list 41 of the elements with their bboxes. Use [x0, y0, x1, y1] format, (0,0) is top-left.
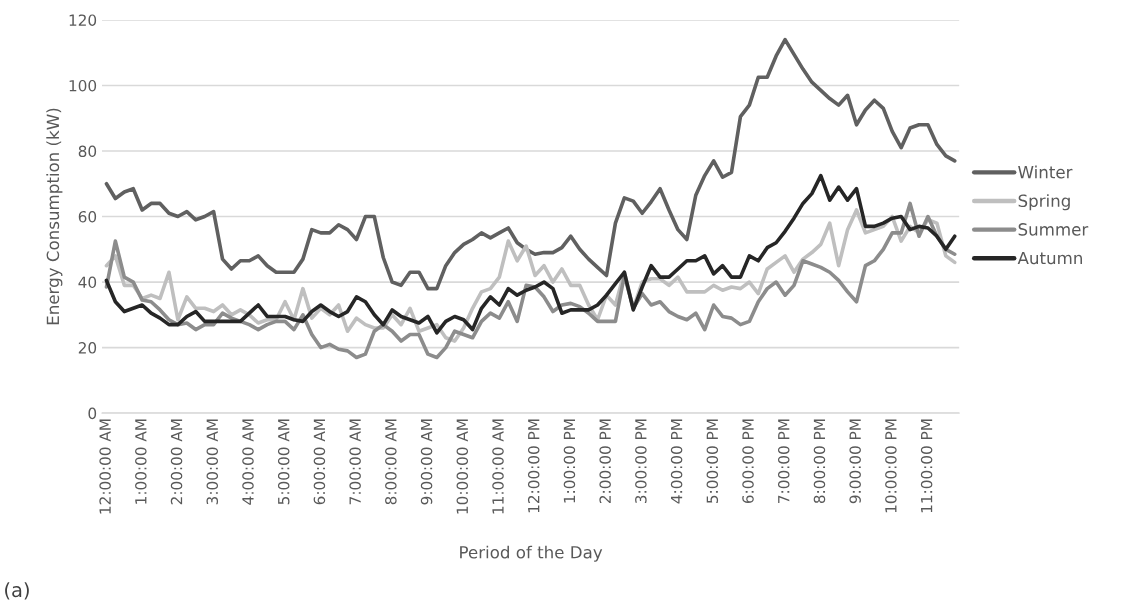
y-tick-label: 120: [69, 14, 97, 26]
line-series: [104, 173, 957, 335]
x-tick-label: 11:00:00 PM: [920, 419, 933, 513]
x-tick-label: 10:00:00 PM: [885, 419, 897, 513]
x-tick-label: 12:00:00 PM: [527, 419, 540, 513]
x-tick-label: 9:00:00 AM: [420, 419, 433, 505]
y-tick-label: 20: [78, 342, 97, 354]
x-tick-label: 6:00:00 AM: [313, 419, 326, 505]
x-tick-label: 11:00:00 AM: [492, 419, 504, 514]
x-tick-label: 10:00:00 AM: [456, 419, 469, 514]
text: (a): [5, 582, 29, 600]
x-tick-label: 3:00:00 AM: [206, 419, 219, 505]
x-tick-label: 2:00:00 AM: [170, 419, 183, 505]
x-tick-label: 4:00:00 AM: [242, 419, 254, 505]
x-tick-label: 9:00:00 PM: [849, 419, 861, 504]
y-tick-label: 40: [78, 276, 97, 289]
x-tick-label: 8:00:00 PM: [813, 419, 826, 504]
x-tick-label: 5:00:00 AM: [277, 419, 290, 505]
x-tick-label: 4:00:00 PM: [670, 419, 683, 504]
x-axis-title: Period of the Day: [460, 545, 603, 562]
y-tick-label: 60: [78, 211, 97, 223]
line-series: [104, 201, 957, 360]
x-tick-label: 7:00:00 AM: [349, 419, 361, 505]
x-tick-label: 6:00:00 PM: [742, 419, 754, 504]
legend-label: Winter: [1018, 165, 1073, 179]
x-tick-label: 12:00:00 AM: [99, 419, 111, 514]
legend-label: Summer: [1018, 223, 1089, 236]
x-tick-label: 8:00:00 AM: [385, 419, 397, 505]
x-tick-label: 1:00:00 PM: [563, 419, 576, 503]
x-tick-label: 2:00:00 PM: [599, 419, 611, 504]
x-tick-label: 7:00:00 PM: [777, 419, 790, 503]
y-tick-label: 0: [88, 407, 97, 420]
x-tick-label: 1:00:00 AM: [135, 419, 147, 504]
y-tick-label: 100: [69, 79, 97, 92]
legend-label: Spring: [1018, 194, 1070, 211]
x-tick-label: 5:00:00 PM: [706, 419, 719, 503]
y-axis-title: Energy Consumption (kW): [46, 108, 63, 325]
legend-label: Autumn: [1017, 251, 1082, 265]
line-series: [104, 37, 957, 291]
y-tick-label: 80: [78, 145, 97, 158]
x-tick-label: 3:00:00 PM: [635, 419, 647, 503]
